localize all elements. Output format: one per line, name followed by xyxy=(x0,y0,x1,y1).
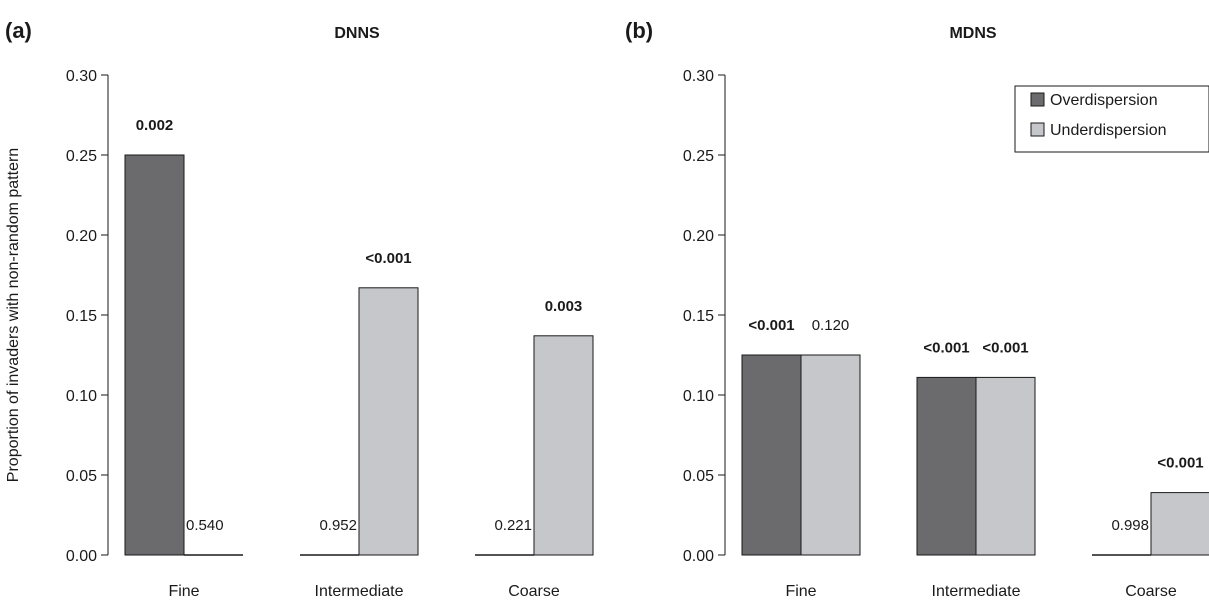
y-axis-title: Proportion of invaders with non-random p… xyxy=(5,148,22,482)
panel-a-label: (a) xyxy=(5,18,32,43)
panel-b-label: (b) xyxy=(625,18,653,43)
legend-swatch-underdispersion xyxy=(1030,122,1045,137)
bar-value-label: 0.952 xyxy=(319,517,357,534)
bar-value-label: <0.001 xyxy=(982,339,1028,356)
x-category-label: Fine xyxy=(168,583,199,600)
y-tick-label: 0.10 xyxy=(66,388,97,405)
bar-underdispersion-fine xyxy=(800,354,861,556)
bar-value-label: 0.120 xyxy=(812,317,850,334)
panel-b-title: MDNS xyxy=(949,25,996,42)
bar-value-label: 0.003 xyxy=(545,298,583,315)
y-tick-label: 0.30 xyxy=(66,68,97,85)
y-tick-label: 0.30 xyxy=(683,68,714,85)
x-category-label: Coarse xyxy=(508,583,560,600)
bar-underdispersion-intermediate xyxy=(358,287,419,556)
bar-underdispersion-coarse xyxy=(533,335,594,556)
bar-value-label: <0.001 xyxy=(1157,455,1203,472)
y-tick-label: 0.25 xyxy=(683,148,714,165)
legend-label-overdispersion: Overdispersion xyxy=(1050,92,1158,109)
bar-value-label: <0.001 xyxy=(365,250,411,267)
y-tick-label: 0.10 xyxy=(683,388,714,405)
bar-overdispersion-intermediate xyxy=(916,376,977,556)
y-tick-label: 0.05 xyxy=(683,468,714,485)
panel-b: 0.00 0.05 0.10 0.15 0.20 0.25 0.30 <0.001 0.120 F… xyxy=(683,68,1209,600)
y-tick-label: 0.00 xyxy=(66,548,97,565)
bar-overdispersion-fine xyxy=(741,354,802,556)
legend-box xyxy=(1014,85,1209,153)
y-tick-label: 0.20 xyxy=(683,228,714,245)
x-category-label: Intermediate xyxy=(932,583,1021,600)
y-tick-label: 0.00 xyxy=(683,548,714,565)
bar-value-label: 0.998 xyxy=(1111,517,1149,534)
y-tick-label: 0.15 xyxy=(683,308,714,325)
bar-value-label: <0.001 xyxy=(923,339,969,356)
bar-value-label: 0.540 xyxy=(186,517,224,534)
legend: Overdispersion Underdispersion xyxy=(1014,85,1209,153)
panel-a-title: DNNS xyxy=(334,25,380,42)
x-category-label: Fine xyxy=(785,583,816,600)
y-tick-label: 0.25 xyxy=(66,148,97,165)
y-tick-label: 0.15 xyxy=(66,308,97,325)
x-category-label: Intermediate xyxy=(315,583,404,600)
x-category-label: Coarse xyxy=(1125,583,1177,600)
y-tick-label: 0.20 xyxy=(66,228,97,245)
bar-overdispersion-fine xyxy=(124,154,185,556)
bar-value-label: 0.221 xyxy=(494,517,532,534)
bar-underdispersion-coarse xyxy=(1150,492,1209,556)
legend-label-underdispersion: Underdispersion xyxy=(1050,122,1167,139)
bar-value-label: <0.001 xyxy=(748,317,794,334)
y-tick-label: 0.05 xyxy=(66,468,97,485)
bar-value-label: 0.002 xyxy=(136,117,174,134)
bar-underdispersion-intermediate xyxy=(975,376,1036,556)
legend-swatch-overdispersion xyxy=(1030,92,1045,107)
panel-a: 0.00 0.05 0.10 0.15 0.20 0.25 0.30 0.002 0.540 Fi… xyxy=(66,68,594,600)
